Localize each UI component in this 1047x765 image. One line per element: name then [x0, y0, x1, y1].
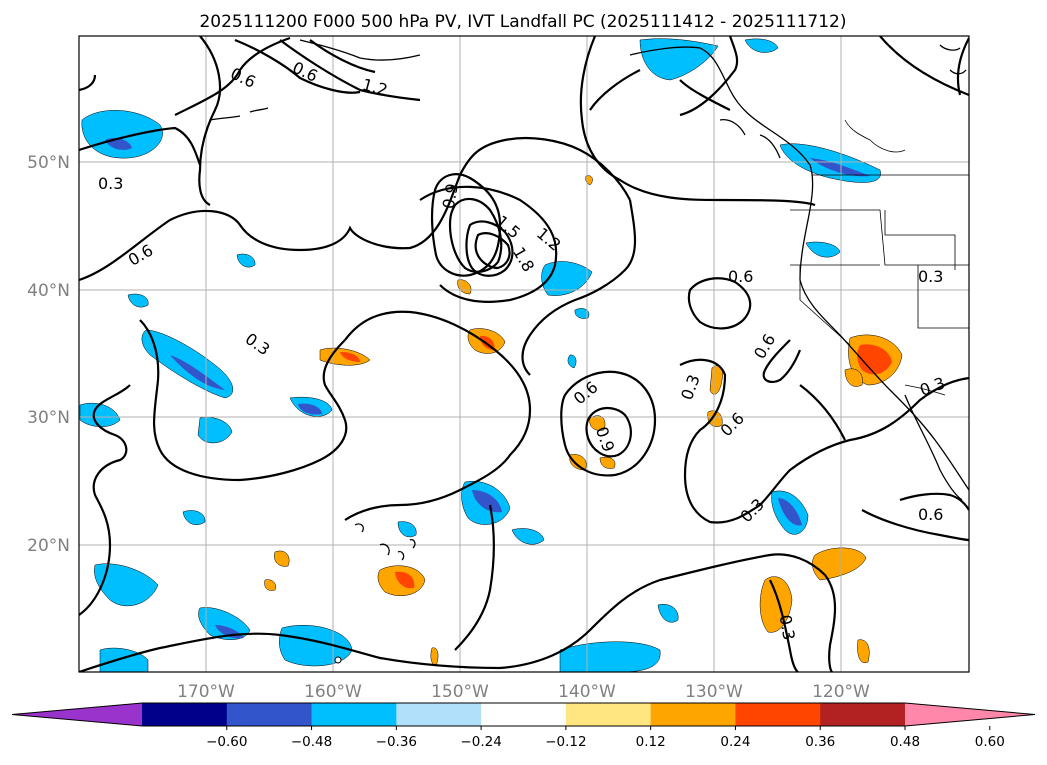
lat-tick-label: 30°N [27, 408, 70, 428]
lon-tick-label: 170°W [177, 682, 235, 702]
colorbar-outline [11, 702, 1036, 727]
colorbar-tick-label: 0.60 [975, 734, 1005, 750]
lon-axis: 170°W 160°W 150°W 140°W 130°W 120°W [177, 682, 870, 702]
contour-label: 0.3 [98, 174, 123, 193]
colorbar-tick-label: 0.36 [805, 734, 835, 750]
contour-label: 0.9 [439, 182, 462, 210]
contour-label: 0.3 [776, 613, 799, 641]
lon-tick-label: 130°W [685, 682, 743, 702]
contour-label: 0.6 [728, 267, 753, 286]
political-borders [790, 119, 969, 396]
lon-tick-label: 160°W [304, 682, 362, 702]
lat-tick-label: 20°N [27, 536, 70, 556]
lon-tick-label: 150°W [431, 682, 489, 702]
map-content: 0.6 0.6 1.2 0.3 0.6 0.9 1.5 1.2 1.8 0.6 … [79, 36, 969, 672]
contour-label: 0.6 [918, 505, 943, 524]
colorbar-bin [650, 703, 736, 726]
lat-tick-label: 40°N [27, 281, 70, 301]
colorbar-bin [311, 703, 397, 726]
colorbar: −0.60 −0.48 −0.36 −0.24 −0.12 0.12 0.24 0.36 0.4… [11, 702, 1036, 750]
colorbar-tick-label: −0.48 [291, 734, 332, 750]
lon-tick-label: 140°W [558, 682, 616, 702]
lat-tick-label: 50°N [27, 153, 70, 173]
colorbar-tick-label: −0.36 [376, 734, 417, 750]
map-frame [78, 35, 970, 673]
lat-axis: 50°N 40°N 30°N 20°N [27, 153, 70, 556]
colorbar-tick-label: −0.60 [206, 734, 247, 750]
colorbar-tick-label: 0.12 [636, 734, 666, 750]
colorbar-bin [735, 703, 821, 726]
pv-contours [79, 36, 969, 672]
figure-title: 2025111200 F000 500 hPa PV, IVT Landfall… [199, 12, 846, 32]
colorbar-tick-label: 0.24 [720, 734, 750, 750]
colorbar-bin [226, 703, 313, 726]
colorbar-extend-min [12, 703, 142, 726]
colorbar-bin [481, 703, 567, 726]
colorbar-tick-label: −0.24 [460, 734, 501, 750]
negative-shading [79, 38, 881, 672]
colorbar-bin [565, 703, 652, 726]
coastlines [209, 39, 969, 664]
colorbar-bin [142, 703, 228, 726]
colorbar-bin [820, 703, 906, 726]
colorbar-tick-label: 0.48 [890, 734, 920, 750]
contour-label: 0.3 [918, 267, 943, 286]
colorbar-extend-max [905, 703, 1035, 726]
lon-tick-label: 120°W [812, 682, 870, 702]
colorbar-bin [396, 703, 482, 726]
colorbar-tick-label: −0.12 [545, 734, 586, 750]
